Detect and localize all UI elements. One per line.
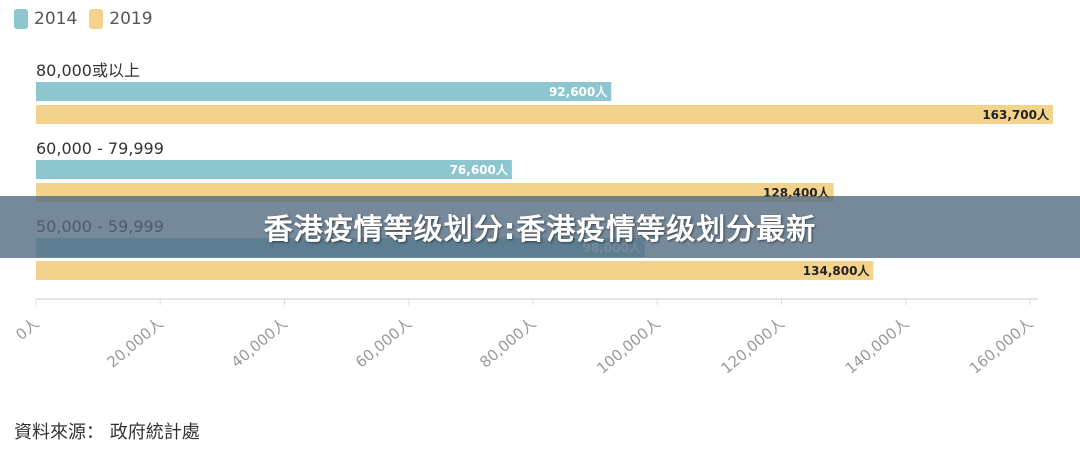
x-tick-label: 0人 — [12, 314, 42, 344]
legend-item-2019: 2019 — [89, 9, 153, 29]
legend-item-2014: 2014 — [14, 9, 77, 29]
category-label: 60,000 - 79,999 — [36, 139, 164, 158]
bar-2014 — [36, 160, 512, 179]
chart-legend: 2014 2019 — [14, 9, 165, 29]
bar-value-label: 76,600人 — [450, 162, 509, 177]
bar-value-label: 134,800人 — [803, 263, 871, 278]
x-tick-label: 100,000人 — [593, 314, 664, 377]
legend-swatch-2019 — [89, 9, 104, 29]
legend-label-2019: 2019 — [109, 9, 153, 29]
legend-label-2014: 2014 — [34, 9, 78, 29]
data-source-note: 資料來源： 政府統計處 — [14, 422, 200, 443]
bar-value-label: 163,700人 — [982, 107, 1050, 122]
title-banner: 香港疫情等级划分:香港疫情等级划分最新 — [0, 196, 1080, 258]
x-tick-label: 140,000人 — [842, 314, 913, 377]
bar-value-label: 92,600人 — [549, 84, 608, 99]
x-tick-label: 160,000人 — [966, 314, 1037, 377]
legend-swatch-2014 — [14, 9, 28, 29]
category-label: 80,000或以上 — [36, 61, 140, 80]
x-tick-label: 40,000人 — [228, 314, 291, 371]
x-tick-label: 60,000人 — [352, 314, 415, 371]
x-tick-label: 120,000人 — [717, 314, 788, 377]
banner-title: 香港疫情等级划分:香港疫情等级划分最新 — [263, 212, 817, 246]
bar-2014 — [36, 82, 612, 101]
x-tick-label: 80,000人 — [476, 314, 539, 371]
x-tick-label: 20,000人 — [104, 314, 167, 371]
bar-2019 — [36, 105, 1053, 124]
bar-2019 — [36, 261, 874, 280]
